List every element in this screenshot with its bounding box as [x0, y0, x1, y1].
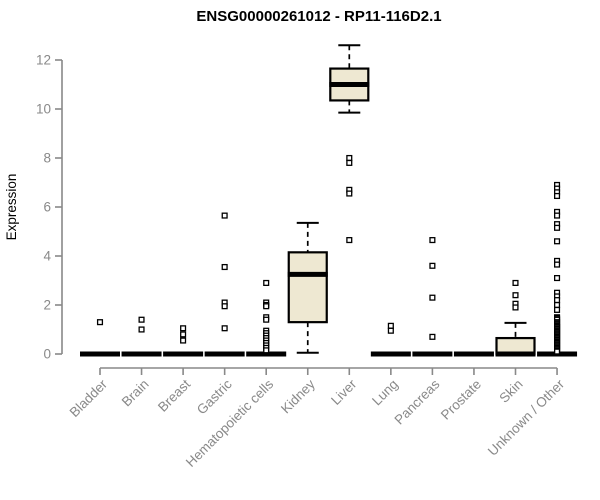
x-tick-label: Brain — [119, 377, 152, 410]
outlier-point — [429, 294, 436, 301]
outlier-point — [138, 326, 145, 333]
outlier-point — [180, 325, 187, 332]
x-tick-label: Prostate — [438, 377, 484, 423]
outlier-point — [221, 303, 228, 310]
x-tick-label: Skin — [496, 377, 525, 406]
outlier-point — [387, 322, 394, 329]
outlier-point — [263, 279, 270, 286]
outlier-point — [263, 316, 270, 323]
outlier-point — [346, 159, 353, 166]
outlier-point — [429, 333, 436, 340]
y-tick-label: 10 — [36, 102, 51, 117]
y-tick-label: 0 — [43, 347, 51, 362]
outlier-point — [429, 237, 436, 244]
x-tick-label: Kidney — [278, 376, 318, 416]
x-tick-label: Bladder — [67, 376, 111, 420]
y-tick-label: 2 — [43, 298, 51, 313]
outlier-point — [554, 297, 561, 304]
outlier-point — [554, 274, 561, 282]
outlier-point — [512, 304, 519, 311]
y-tick-label: 12 — [36, 53, 51, 68]
chart-title: ENSG00000261012 - RP11-116D2.1 — [196, 8, 441, 25]
boxplot-marks — [80, 44, 578, 357]
outlier-point — [180, 331, 187, 338]
outlier-point — [554, 224, 561, 231]
outlier-point — [554, 192, 561, 200]
outlier-point — [512, 279, 519, 286]
outlier-point — [554, 212, 561, 219]
outlier-point — [429, 262, 436, 269]
outlier-point — [387, 327, 394, 334]
outlier-point — [346, 237, 353, 244]
box — [287, 251, 328, 324]
x-tick-label: Liver — [328, 376, 360, 408]
outlier-point — [554, 348, 561, 355]
outlier-point — [221, 212, 228, 219]
y-axis-label: Expression — [4, 174, 19, 241]
outlier-point — [554, 301, 561, 309]
outlier-point — [138, 316, 145, 323]
outlier-point — [346, 190, 353, 197]
y-tick-label: 8 — [43, 151, 51, 166]
outlier-point — [263, 347, 270, 354]
outlier-point — [554, 261, 561, 268]
outlier-point — [96, 319, 104, 326]
y-tick-label: 4 — [43, 249, 51, 264]
y-tick-label: 6 — [43, 200, 51, 215]
outlier-point — [346, 154, 353, 162]
x-tick-label: Gastric — [194, 376, 235, 417]
x-tick-label: Lung — [369, 377, 401, 409]
x-tick-label: Breast — [155, 376, 193, 414]
outlier-point — [180, 337, 187, 344]
outlier-point — [554, 238, 561, 245]
outlier-point — [512, 292, 519, 299]
x-tick-label: Pancreas — [392, 376, 443, 427]
outlier-point — [221, 263, 228, 271]
outlier-point — [221, 325, 228, 332]
outlier-point — [263, 303, 270, 310]
outlier-point — [554, 306, 561, 313]
x-tick-label: Unknown / Other — [485, 376, 568, 459]
